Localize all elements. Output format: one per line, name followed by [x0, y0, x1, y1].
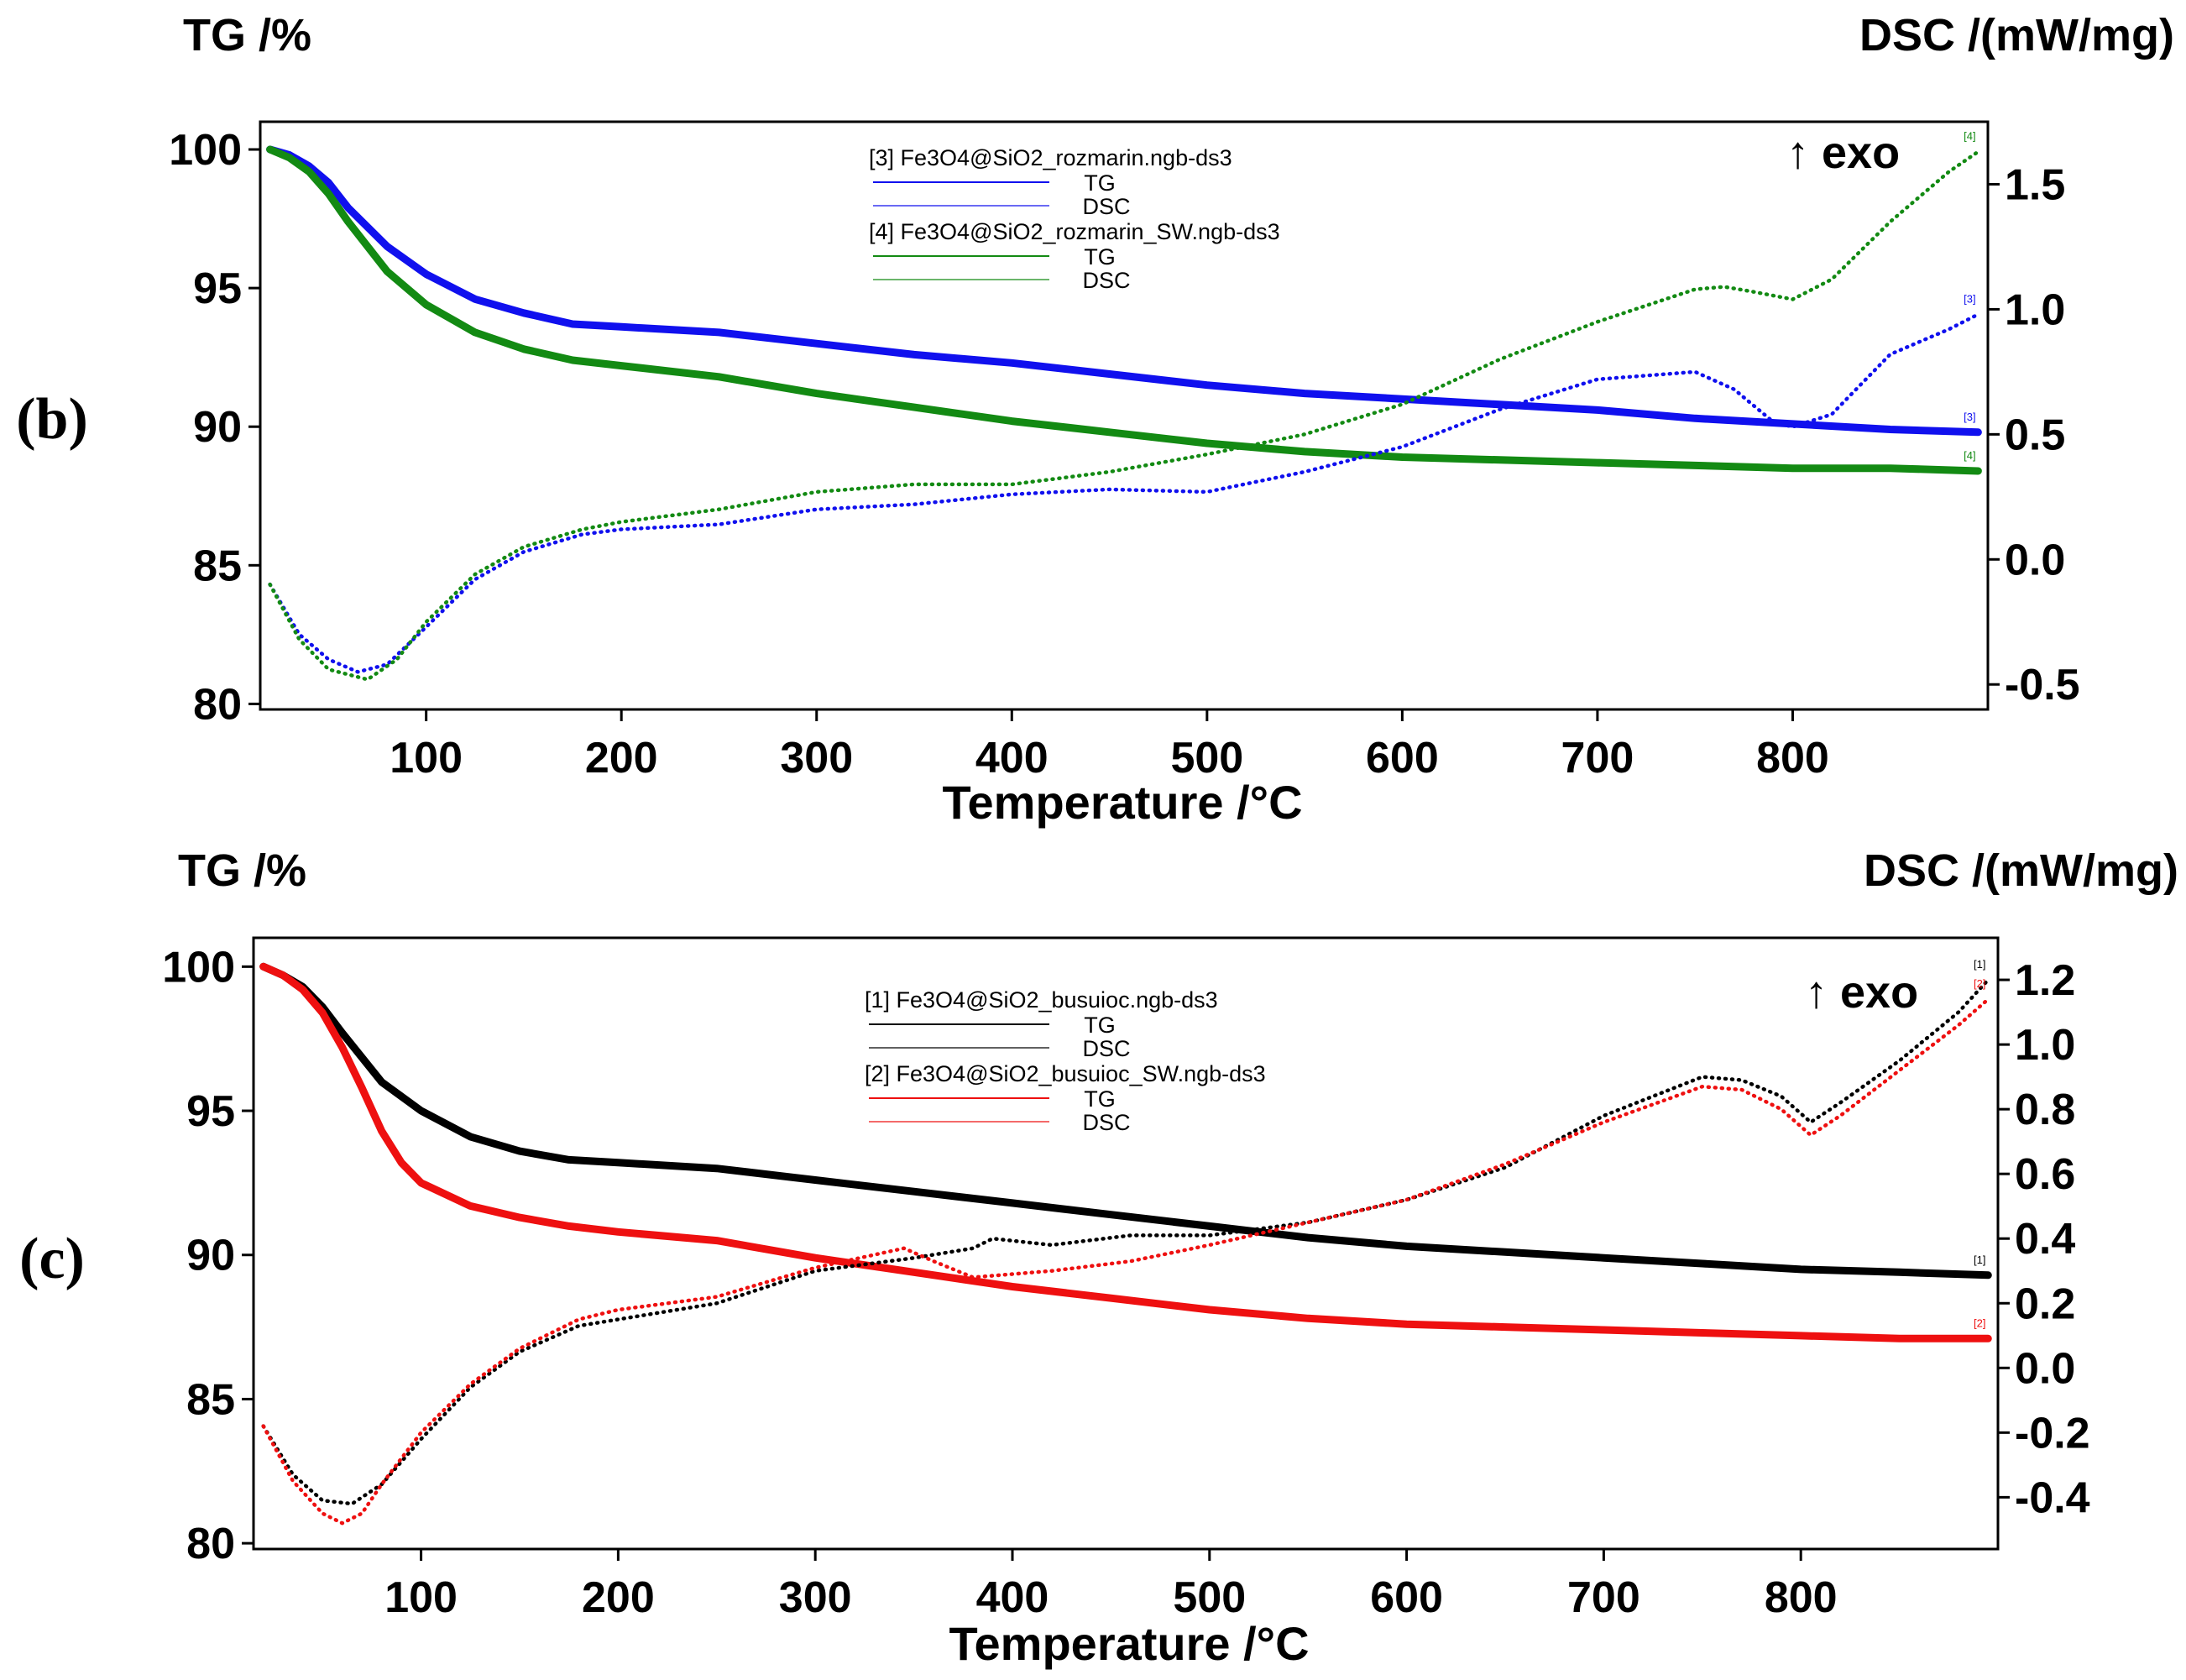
left-tick-label: 85 [193, 542, 242, 590]
series-end-tag: [1] [1974, 1253, 1985, 1266]
right-tick-label: -0.2 [2015, 1409, 2090, 1458]
x-tick-label: 500 [1173, 1573, 1246, 1622]
left-axis-title: TG /% [178, 845, 306, 896]
right-tick-label: -0.4 [2015, 1473, 2090, 1522]
right-tick-label: 1.0 [2015, 1021, 2075, 1070]
right-tick-label: 1.0 [2005, 285, 2065, 334]
series-tg-1 [259, 962, 1992, 1280]
legend-dsc-label: DSC [1082, 1036, 1130, 1061]
series-end-tag: [4] [1964, 449, 1975, 462]
x-axis-title: Temperature /°C [942, 776, 1302, 829]
left-axis-title: TG /% [183, 10, 311, 60]
series-dsc-1 [261, 977, 1990, 1506]
right-tick-label: 0.0 [2015, 1344, 2075, 1393]
x-tick-label: 800 [1765, 1573, 1838, 1622]
x-tick-label: 300 [779, 1573, 852, 1622]
right-tick-label: 0.0 [2005, 536, 2065, 584]
legend-tg-label: TG [1084, 244, 1116, 270]
x-tick-label: 700 [1567, 1573, 1640, 1622]
x-tick-label: 100 [384, 1573, 458, 1622]
x-tick-label: 300 [780, 734, 853, 782]
right-tick-label: 1.5 [2005, 160, 2065, 209]
legend-dsc-label: DSC [1082, 1110, 1130, 1135]
series-tg-4 [266, 145, 1982, 475]
left-tick-label: 95 [186, 1087, 235, 1136]
right-tick-label: 0.8 [2015, 1086, 2075, 1134]
right-tick-label: 0.2 [2015, 1280, 2075, 1328]
series-dsc-4 [268, 149, 1980, 682]
x-tick-label: 100 [390, 734, 463, 782]
legend-entry-name: [4] Fe3O4@SiO2_rozmarin_SW.ngb-ds3 [869, 219, 1280, 244]
left-tick-label: 80 [186, 1520, 235, 1568]
series-end-tag: [1] [1974, 958, 1985, 971]
series-end-tag: [2] [1974, 977, 1985, 990]
series-end-tag: [3] [1964, 292, 1975, 305]
legend-dsc-label: DSC [1082, 194, 1130, 219]
x-tick-label: 500 [1170, 734, 1243, 782]
legend-dsc-label: DSC [1082, 268, 1130, 293]
legend-entry-name: [3] Fe3O4@SiO2_rozmarin.ngb-ds3 [869, 145, 1232, 170]
x-tick-label: 200 [582, 1573, 655, 1622]
series-tg-3 [266, 145, 1982, 437]
legend-tg-label: TG [1084, 1086, 1116, 1112]
x-tick-label: 800 [1756, 734, 1829, 782]
plot-frame [259, 120, 1990, 711]
chart-panel-c: (c) TG /% DSC /(mW/mg) Temperature /°C ↑ exo… [19, 845, 2178, 1670]
exo-label: ↑ exo [1786, 128, 1900, 178]
legend: [3] Fe3O4@SiO2_rozmarin.ngb-ds3TGDSC[4] … [869, 145, 1280, 293]
right-axis-title: DSC /(mW/mg) [1859, 10, 2174, 60]
x-tick-label: 600 [1370, 1573, 1443, 1622]
series-tg-2 [259, 962, 1992, 1342]
exo-label: ↑ exo [1805, 967, 1918, 1018]
x-axis-title: Temperature /°C [949, 1617, 1309, 1670]
legend-entry-name: [1] Fe3O4@SiO2_busuioc.ngb-ds3 [865, 987, 1218, 1013]
series-end-tag: [2] [1974, 1316, 1985, 1329]
x-tick-label: 200 [585, 734, 658, 782]
legend-tg-label: TG [1084, 1013, 1116, 1038]
x-tick-label: 700 [1561, 734, 1634, 782]
left-tick-label: 85 [186, 1375, 235, 1424]
right-axis-title: DSC /(mW/mg) [1864, 845, 2178, 896]
plot-frame [252, 936, 2000, 1551]
left-tick-label: 80 [193, 680, 242, 729]
left-tick-label: 100 [162, 943, 235, 992]
panel-label: (c) [19, 1227, 85, 1291]
legend-entry-name: [2] Fe3O4@SiO2_busuioc_SW.ngb-ds3 [865, 1061, 1266, 1086]
chart-panel-b: (b) TG /% DSC /(mW/mg) Temperature /°C ↑ exo… [16, 10, 2174, 829]
series-dsc-2 [261, 997, 1990, 1526]
right-tick-label: 0.4 [2015, 1215, 2075, 1264]
x-tick-label: 600 [1366, 734, 1439, 782]
left-tick-label: 100 [169, 126, 242, 175]
x-tick-label: 400 [975, 734, 1049, 782]
left-tick-label: 90 [193, 403, 242, 452]
series-end-tag: [4] [1964, 130, 1975, 143]
right-tick-label: 1.2 [2015, 956, 2075, 1005]
x-tick-label: 400 [976, 1573, 1049, 1622]
right-tick-label: 0.5 [2005, 411, 2065, 459]
legend-tg-label: TG [1084, 170, 1116, 196]
left-tick-label: 90 [186, 1232, 235, 1280]
series-end-tag: [3] [1964, 411, 1975, 423]
right-tick-label: -0.5 [2005, 661, 2080, 709]
panel-label: (b) [16, 387, 88, 452]
left-tick-label: 95 [193, 264, 242, 313]
right-tick-label: 0.6 [2015, 1150, 2075, 1199]
series-dsc-3 [268, 312, 1980, 674]
